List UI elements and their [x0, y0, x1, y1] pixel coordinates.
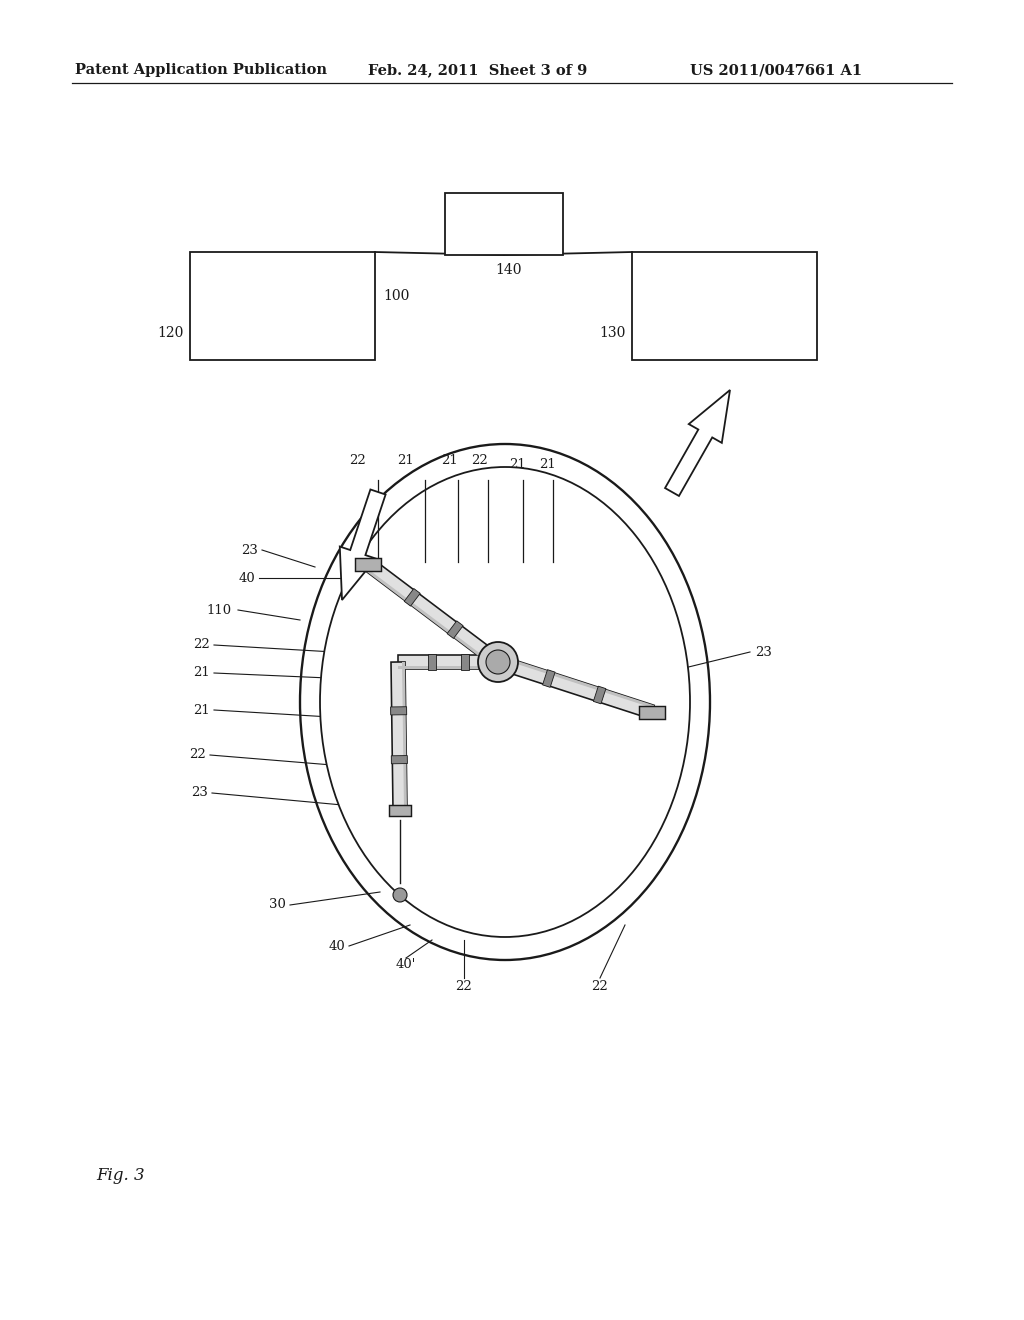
- Polygon shape: [461, 653, 469, 671]
- Text: 40': 40': [396, 957, 417, 970]
- Text: Patent Application Publication: Patent Application Publication: [75, 63, 327, 77]
- Polygon shape: [364, 558, 502, 668]
- Polygon shape: [391, 661, 407, 810]
- Text: US 2011/0047661 A1: US 2011/0047661 A1: [690, 63, 862, 77]
- Polygon shape: [340, 490, 386, 601]
- Text: 120: 120: [158, 326, 184, 341]
- Text: 100: 100: [383, 289, 410, 304]
- Text: 21: 21: [510, 458, 526, 471]
- Polygon shape: [398, 667, 498, 669]
- Ellipse shape: [300, 444, 710, 960]
- Polygon shape: [447, 620, 463, 639]
- Text: 130: 130: [600, 326, 626, 341]
- Polygon shape: [593, 686, 606, 704]
- Text: 22: 22: [194, 639, 210, 652]
- Bar: [445, 193, 563, 255]
- Polygon shape: [364, 568, 496, 668]
- Text: Fig. 3: Fig. 3: [96, 1167, 144, 1184]
- Polygon shape: [543, 669, 555, 688]
- Text: 22: 22: [592, 979, 608, 993]
- Text: 30: 30: [269, 899, 286, 912]
- Polygon shape: [390, 706, 407, 715]
- Text: 110: 110: [207, 603, 232, 616]
- Text: 21: 21: [540, 458, 556, 471]
- Circle shape: [478, 642, 518, 682]
- Polygon shape: [428, 653, 436, 671]
- Polygon shape: [391, 755, 408, 764]
- Bar: [632, 252, 817, 360]
- Bar: [355, 557, 381, 570]
- Polygon shape: [398, 655, 498, 669]
- Circle shape: [486, 649, 510, 675]
- Text: 23: 23: [191, 787, 208, 800]
- Ellipse shape: [319, 467, 690, 937]
- Text: 140: 140: [496, 263, 522, 277]
- Text: 21: 21: [194, 667, 210, 680]
- Text: 23: 23: [755, 645, 772, 659]
- Text: 21: 21: [396, 454, 414, 466]
- Text: 40: 40: [239, 572, 255, 585]
- Text: 40: 40: [329, 940, 345, 953]
- Polygon shape: [404, 589, 420, 606]
- Text: 21: 21: [194, 704, 210, 717]
- Polygon shape: [500, 655, 654, 709]
- Text: 21: 21: [441, 454, 459, 466]
- Bar: [639, 705, 665, 718]
- Text: 23: 23: [241, 544, 258, 557]
- Text: Feb. 24, 2011  Sheet 3 of 9: Feb. 24, 2011 Sheet 3 of 9: [368, 63, 587, 77]
- Circle shape: [393, 888, 407, 902]
- Text: 22: 22: [456, 979, 472, 993]
- Bar: [190, 252, 375, 360]
- Text: 22: 22: [472, 454, 488, 466]
- Bar: [389, 804, 411, 816]
- Polygon shape: [665, 389, 730, 496]
- Polygon shape: [496, 655, 654, 718]
- Text: 22: 22: [349, 454, 367, 466]
- Text: 22: 22: [189, 748, 206, 762]
- Polygon shape: [402, 661, 407, 810]
